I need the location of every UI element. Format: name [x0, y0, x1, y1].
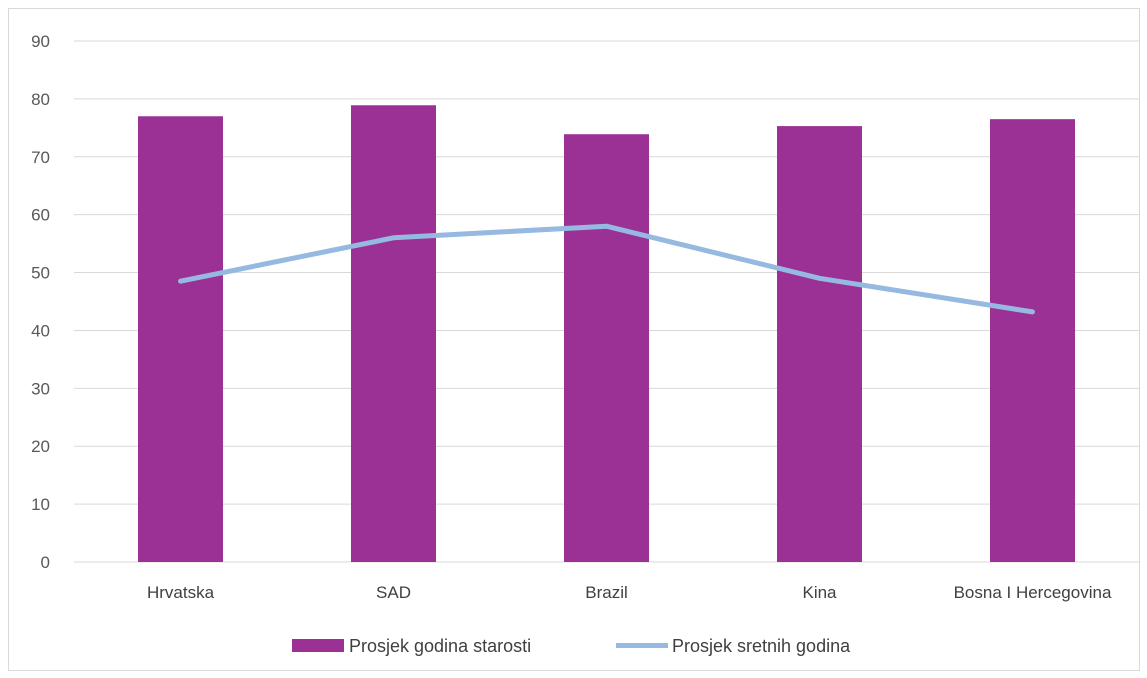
x-axis-labels: Hrvatska SAD Brazil Kina Bosna I Hercegovina [147, 583, 1112, 602]
y-tick-label: 80 [31, 90, 50, 109]
x-tick-label: Hrvatska [147, 583, 215, 602]
y-axis-ticks: 0 10 20 30 40 50 60 70 80 90 [31, 32, 50, 572]
bar [990, 119, 1075, 563]
x-tick-label: Bosna I Hercegovina [954, 583, 1112, 602]
y-tick-label: 50 [31, 264, 50, 283]
y-tick-label: 70 [31, 148, 50, 167]
y-tick-label: 40 [31, 321, 50, 340]
line-series [178, 223, 1035, 315]
bar [564, 134, 649, 562]
legend-label: Prosjek sretnih godina [672, 636, 851, 656]
gridlines [74, 40, 1139, 563]
x-tick-label: Brazil [585, 583, 628, 602]
bar [777, 126, 862, 562]
y-tick-label: 30 [31, 379, 50, 398]
bar-series [138, 105, 1075, 563]
bar [138, 116, 223, 562]
legend-swatch-bar [292, 639, 344, 652]
legend-label: Prosjek godina starosti [349, 636, 531, 656]
y-tick-label: 60 [31, 206, 50, 225]
x-tick-label: Kina [802, 583, 837, 602]
y-tick-label: 0 [41, 553, 50, 572]
y-tick-label: 90 [31, 32, 50, 51]
bar [351, 105, 436, 563]
legend: Prosjek godina starosti Prosjek sretnih g… [292, 636, 851, 656]
x-tick-label: SAD [376, 583, 411, 602]
y-tick-label: 20 [31, 437, 50, 456]
y-tick-label: 10 [31, 495, 50, 514]
